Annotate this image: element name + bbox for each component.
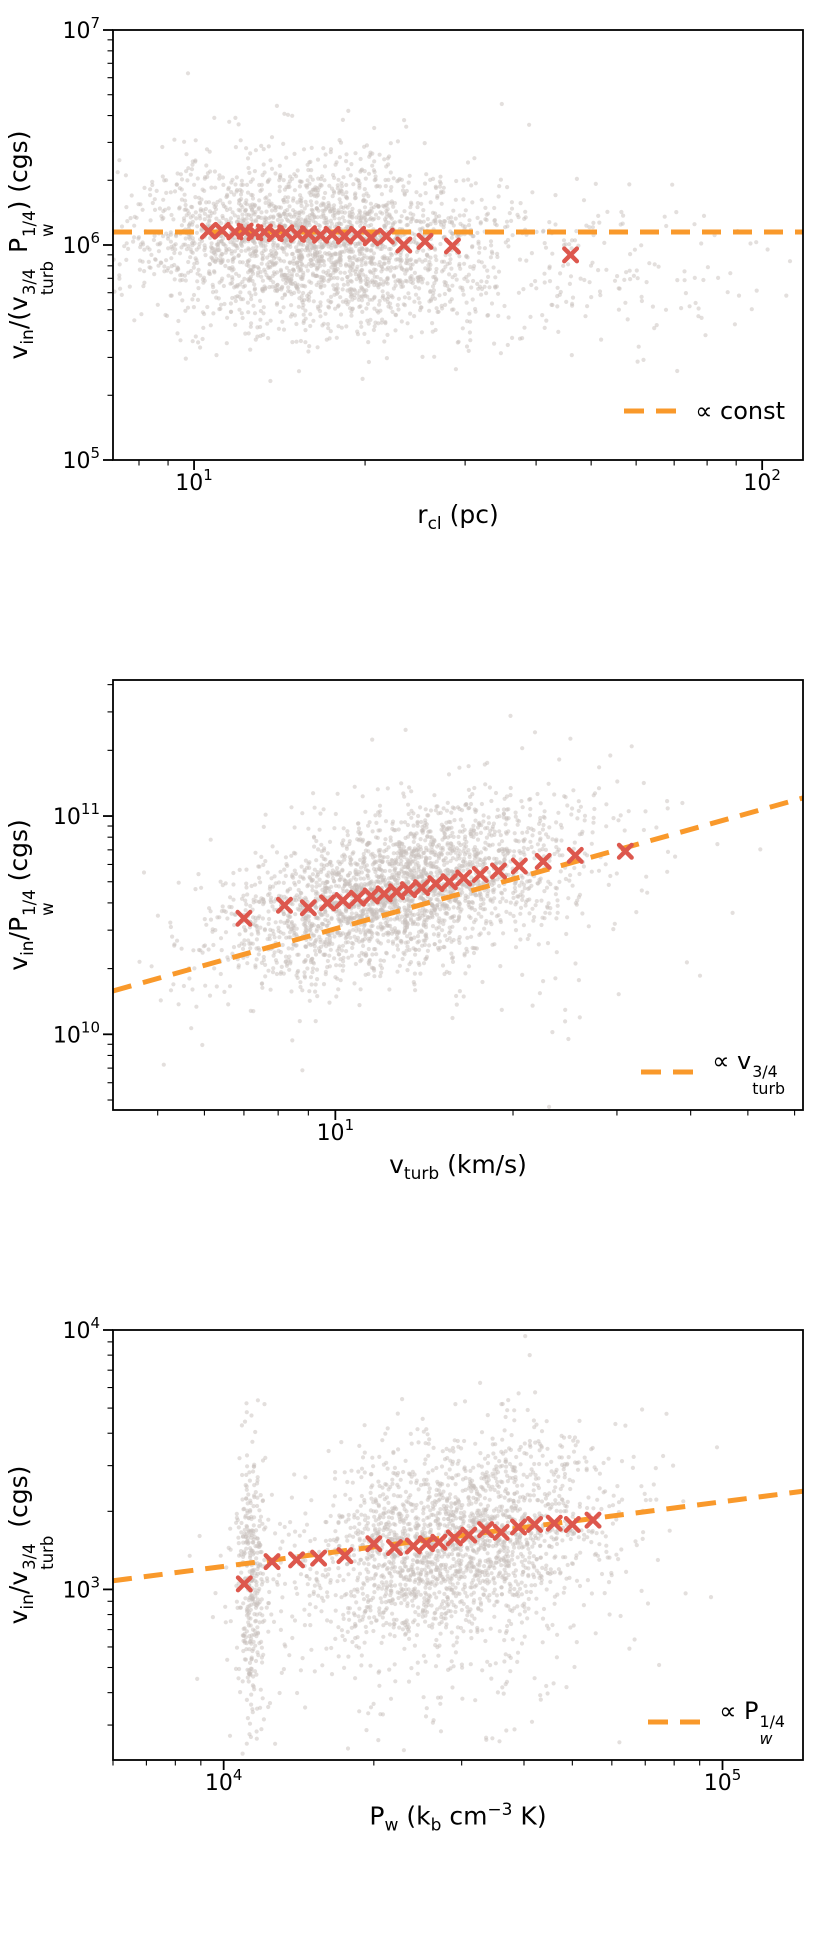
panel-vin-vs-vturb: 101 1010 1011 vin/P 1/4 w (cgs) vturb (km/s)…: [0, 650, 831, 1300]
median-markers: [235, 842, 634, 927]
legend-dash-line: [624, 408, 683, 414]
legend: ∝ const: [624, 397, 785, 425]
svg-text:107: 107: [62, 14, 100, 44]
svg-text:102: 102: [743, 466, 781, 496]
median-markers: [235, 1511, 602, 1593]
axes-box: [112, 1329, 804, 1761]
svg-text:101: 101: [175, 466, 213, 496]
panel-vin-vs-rcl: 101 102 105 106 107 vin/(v 3/4 turb P 1/4 w) (cg…: [0, 0, 831, 650]
legend-dash-line: [641, 1069, 700, 1075]
legend-dash-line: [648, 1719, 707, 1725]
scatter-points: [187, 1334, 720, 1756]
y-axis-label: vin/P 1/4 w (cgs): [4, 819, 57, 971]
y-axis-label: vin/v 3/4 turb (cgs): [4, 1465, 57, 1625]
tick-marks: [103, 1329, 724, 1770]
y-axis-label: vin/(v 3/4 turb P 1/4 w) (cgs): [4, 130, 57, 360]
legend: ∝ v 3/4 turb: [641, 1047, 785, 1097]
axes-box: [112, 679, 804, 1111]
tick-marks: [103, 684, 796, 1120]
x-axis-label: rcl (pc): [417, 500, 499, 534]
legend-label: ∝ const: [695, 397, 785, 425]
panel-vin-vs-pw: 104 105 103 104 vin/v 3/4 turb (cgs) Pw (kb c…: [0, 1300, 831, 1949]
svg-text:106: 106: [62, 229, 100, 259]
tick-marks: [103, 29, 764, 470]
x-axis-label: Pw (kb cm−3 K): [369, 1800, 547, 1836]
legend-label: ∝ P 1/4 w: [719, 1697, 785, 1748]
x-axis-label: vturb (km/s): [389, 1150, 527, 1184]
legend: ∝ P 1/4 w: [648, 1697, 785, 1747]
plot-area-rcl: 101 102 105 106 107: [62, 14, 804, 496]
svg-text:105: 105: [62, 444, 100, 474]
scatter-points: [113, 71, 793, 384]
median-markers: [199, 221, 580, 264]
fit-line: [113, 795, 803, 994]
legend-label: ∝ v 3/4 turb: [712, 1047, 785, 1098]
